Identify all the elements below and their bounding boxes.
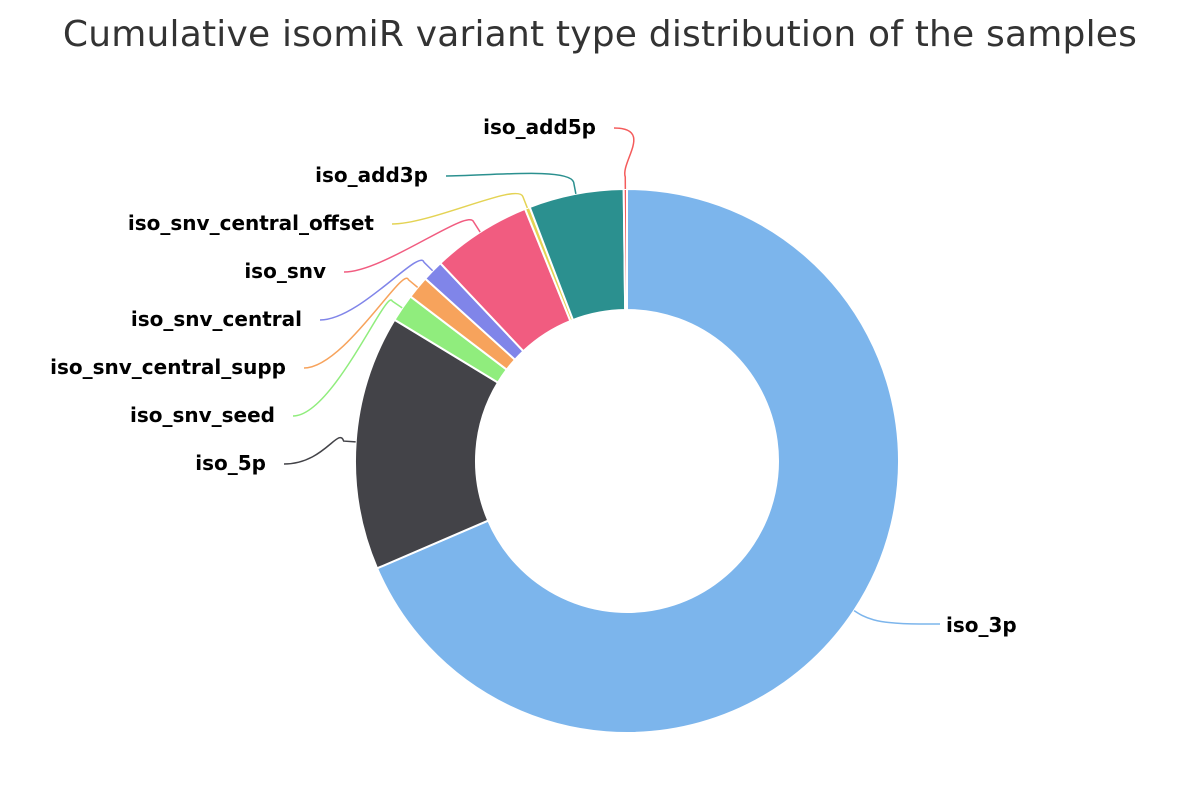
chart-title: Cumulative isomiR variant type distribut… xyxy=(62,14,1138,55)
label-iso-snv-central-supp: iso_snv_central_supp xyxy=(50,355,286,379)
slice-iso-add5p[interactable] xyxy=(622,187,628,312)
label-iso-snv: iso_snv xyxy=(244,259,326,283)
label-iso-add5p: iso_add5p xyxy=(483,115,596,139)
connector-iso-3p xyxy=(853,610,940,625)
slices-layer xyxy=(354,187,900,734)
label-iso-5p: iso_5p xyxy=(195,451,266,475)
connectors-layer xyxy=(283,127,940,625)
label-iso-add3p: iso_add3p xyxy=(315,163,428,187)
connector-iso-snv-central xyxy=(319,259,434,321)
connector-iso-5p xyxy=(283,436,356,465)
connector-iso-add3p xyxy=(445,172,577,194)
connector-iso-snv-central-offset xyxy=(391,192,529,225)
connector-iso-add5p xyxy=(613,127,635,190)
label-iso-snv-central: iso_snv_central xyxy=(131,307,302,331)
label-iso-3p: iso_3p xyxy=(946,613,1017,637)
connector-iso-snv-central-supp xyxy=(303,277,419,369)
labels-layer: iso_3p iso_5p iso_snv_seed iso_snv_central_… xyxy=(50,115,1017,637)
slice-iso-3p[interactable] xyxy=(376,188,900,734)
connector-iso-snv xyxy=(343,219,481,273)
connector-iso-snv-seed xyxy=(292,299,403,417)
label-iso-snv-seed: iso_snv_seed xyxy=(130,403,275,427)
label-iso-snv-central-offset: iso_snv_central_offset xyxy=(128,211,375,235)
